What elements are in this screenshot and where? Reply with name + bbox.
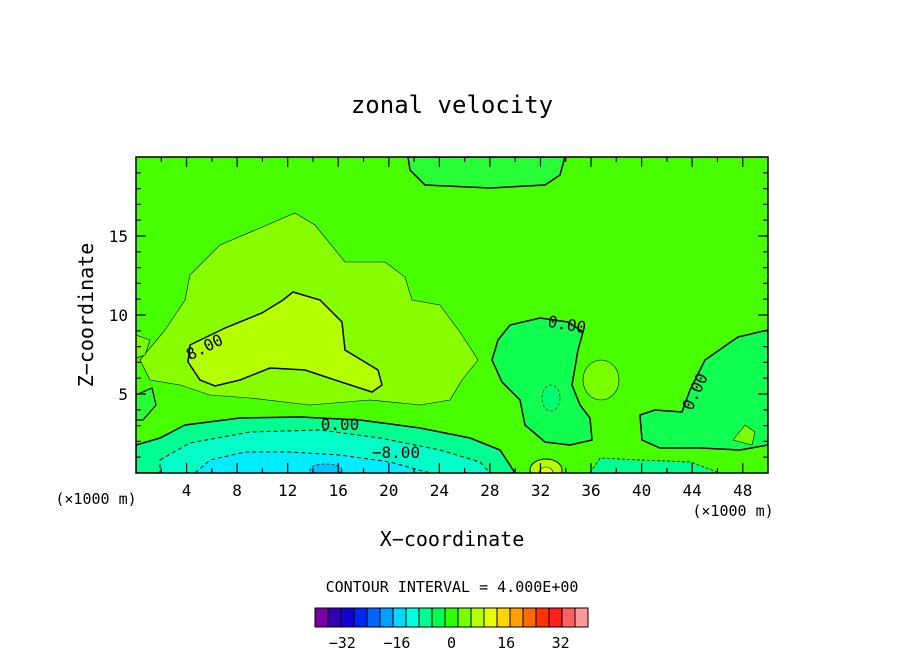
bottom-cool-strip: [589, 457, 721, 473]
x-tick-label: 8: [232, 481, 242, 500]
colorbar-swatch: [392, 607, 407, 628]
x-tick-label: 24: [430, 481, 449, 500]
x-tick-label: 20: [379, 481, 398, 500]
colorbar-swatch: [327, 607, 342, 628]
x-tick-label: 36: [581, 481, 600, 500]
colorbar-swatch: [496, 607, 511, 628]
y-tick-label: 5: [118, 385, 128, 404]
colorbar-tick-label: 0: [447, 634, 456, 652]
contour-label: 0.00: [321, 415, 360, 434]
colorbar-swatch: [483, 607, 498, 628]
right-negative-region: [639, 329, 768, 451]
colorbar-swatch: [314, 607, 329, 628]
y-tick-label: 10: [109, 306, 128, 325]
colorbar-swatch: [353, 607, 368, 628]
colorbar-swatch: [548, 607, 563, 628]
colorbar-swatch: [405, 607, 420, 628]
right-warm-blob: [732, 424, 756, 446]
y-axis-title: Z−coordinate: [74, 243, 98, 388]
surface-jet-min: [309, 463, 343, 473]
colorbar-tick-label: 32: [552, 634, 570, 652]
colorbar-swatch: [522, 607, 537, 628]
bottom-warm-spot-core: [538, 466, 554, 473]
colorbar-swatch: [535, 607, 550, 628]
colorbar-swatch: [340, 607, 355, 628]
colorbar-swatch: [418, 607, 433, 628]
colorbar-swatch: [457, 607, 472, 628]
x-tick-label: 4: [182, 481, 192, 500]
colorbar-swatch: [431, 607, 446, 628]
x-axis-unit: (×1000 m): [692, 502, 773, 520]
contour-label: −8.00: [372, 443, 420, 462]
x-tick-label: 28: [480, 481, 499, 500]
colorbar-swatch: [574, 607, 589, 628]
x-tick-label: 12: [278, 481, 297, 500]
mid-cool-blob: [541, 384, 561, 412]
colorbar-swatch: [379, 607, 394, 628]
colorbar-swatch: [366, 607, 381, 628]
x-tick-label: 40: [632, 481, 651, 500]
contour-field: [136, 157, 768, 473]
colorbar: −32 −16 0 16 32: [314, 607, 589, 652]
colorbar-swatch: [444, 607, 459, 628]
contour-interval-label: CONTOUR INTERVAL = 4.000E+00: [326, 578, 579, 596]
x-tick-label: 48: [733, 481, 752, 500]
x-tick-label: 44: [683, 481, 702, 500]
colorbar-tick-label: 16: [497, 634, 515, 652]
left-edge-bump-lower: [136, 387, 157, 421]
colorbar-tick-label: −16: [383, 634, 410, 652]
colorbar-swatch: [561, 607, 576, 628]
mid-negative-region: [491, 317, 593, 446]
bottom-warm-spot: [529, 458, 563, 473]
left-edge-bump-upper: [136, 334, 151, 359]
mid-warm-blob: [582, 359, 620, 401]
colorbar-swatch: [470, 607, 485, 628]
x-tick-label: 32: [531, 481, 550, 500]
surface-jet-core: [194, 451, 431, 473]
colorbar-tick-label: −32: [329, 634, 356, 652]
chart-title: zonal velocity: [351, 91, 553, 119]
colorbar-swatch: [509, 607, 524, 628]
top-negative-patch: [407, 157, 566, 189]
x-tick-label: 16: [329, 481, 348, 500]
warm-region-core: [187, 291, 383, 393]
x-axis-title: X−coordinate: [380, 527, 525, 551]
y-tick-label: 15: [109, 227, 128, 246]
y-axis-unit: (×1000 m): [55, 490, 136, 508]
